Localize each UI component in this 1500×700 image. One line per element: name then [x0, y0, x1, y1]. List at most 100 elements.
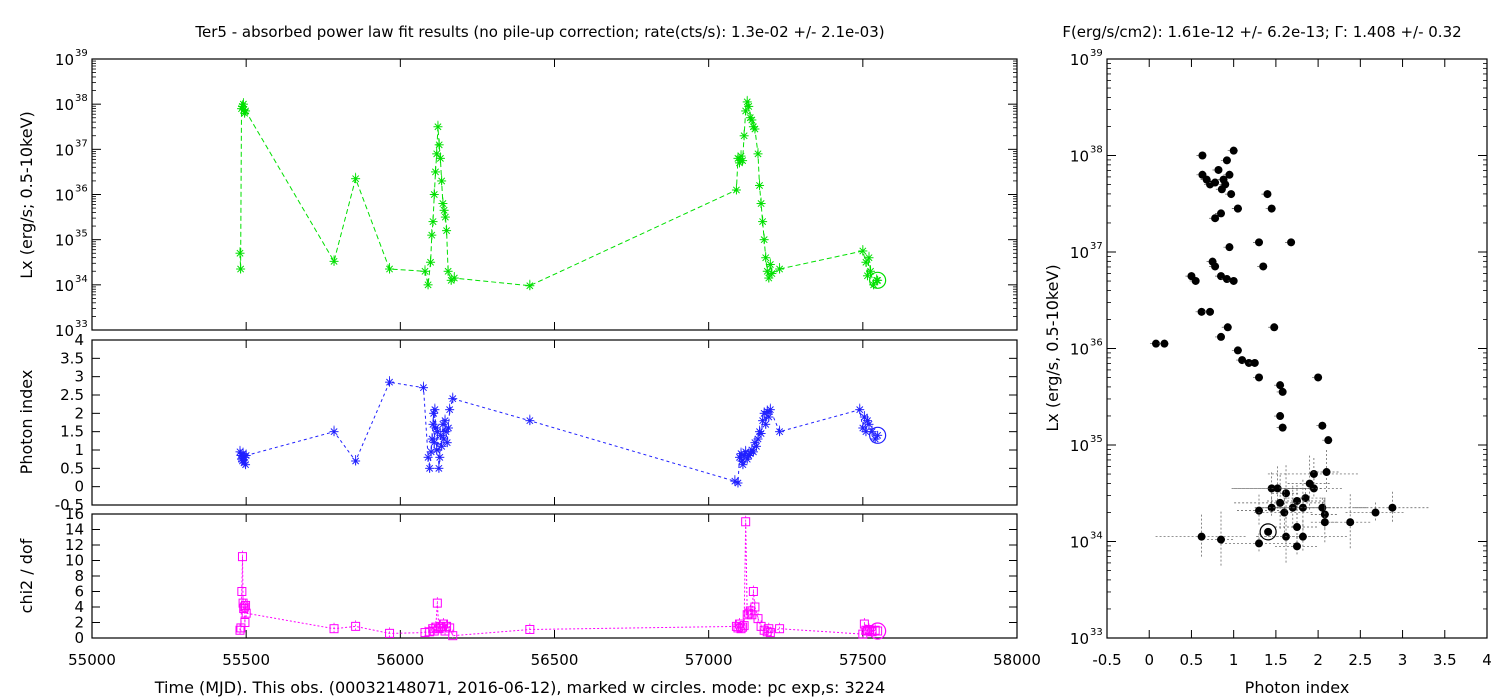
sc-ytick-label-6: 10	[1070, 51, 1089, 69]
scatter-panel-frame	[1106, 58, 1488, 639]
photon-index-ylabel: Photon index	[17, 370, 36, 475]
lx-point-29	[449, 273, 459, 283]
sc-point-40	[1255, 373, 1263, 382]
sc-point-34	[1151, 339, 1160, 348]
pi-point-0-d2	[236, 448, 244, 456]
sc-point-73	[1388, 503, 1397, 512]
sc-point-62	[1280, 508, 1289, 517]
lx-point-45	[755, 180, 765, 190]
lx-point-25	[440, 212, 450, 222]
pi-point-36-d2	[526, 417, 534, 425]
pi-point-34	[445, 405, 455, 415]
lx-point-54-d2	[776, 265, 784, 273]
lx-point-21-d2	[436, 154, 444, 162]
lx-point-10	[385, 264, 395, 274]
time-xtick-label-0: 55000	[68, 651, 116, 669]
lx-point-55	[858, 246, 868, 256]
time-xtick-label-6: 58000	[993, 651, 1041, 669]
lx-time-ylabel: Lx (erg/s; 0.5-10keV)	[17, 111, 36, 279]
lx-point-14-d2	[428, 231, 436, 239]
lx-point-13	[426, 257, 436, 267]
chi-ytick-label-1: 2	[74, 614, 84, 632]
sc-xtick-label-1: 0	[1144, 651, 1154, 669]
lx-ytick-label-3: 10	[55, 187, 74, 205]
sc-point-19	[1225, 243, 1234, 252]
sc-point-24	[1229, 276, 1238, 285]
pi-point-45-d2	[743, 455, 751, 463]
lx-point-59	[866, 266, 876, 276]
sc-point-50	[1322, 468, 1331, 477]
lx-point-23-d2	[439, 200, 447, 208]
pi-point-25	[435, 452, 445, 462]
sc-xtick-label-3: 1	[1229, 651, 1239, 669]
lx-point-41-d2	[748, 116, 756, 124]
sc-point-54	[1273, 484, 1282, 493]
lx-point-43-d2	[751, 125, 759, 133]
pi-ytick-label-4: 1.5	[60, 423, 84, 441]
sc-current-obs-circle	[1259, 523, 1277, 541]
pi-point-23-d2	[434, 428, 442, 436]
lx-point-45-d2	[756, 181, 764, 189]
chi-point-52	[864, 624, 874, 634]
lx-point-58	[864, 253, 874, 263]
lx-point-19	[433, 122, 443, 132]
lx-point-50-d2	[763, 267, 771, 275]
lx-point-44-d2	[754, 150, 762, 158]
lx-point-27-d2	[444, 267, 452, 275]
lx-point-15-d2	[429, 218, 437, 226]
pi-point-37-d2	[731, 477, 739, 485]
pi-point-29-d2	[440, 435, 448, 443]
lx-ytick-label-6: 10	[55, 51, 74, 69]
lx-ytick-label-5: 10	[55, 96, 74, 114]
lx-point-22-d2	[438, 177, 446, 185]
sc-point-18	[1267, 204, 1276, 213]
lx-point-41	[747, 115, 757, 125]
lx-point-11	[420, 266, 430, 276]
lx-point-9-d2	[352, 175, 360, 183]
pi-ytick-label-0: -0.5	[55, 496, 84, 514]
pi-point-38	[733, 478, 743, 488]
chi-ytick-label-6: 12	[65, 536, 84, 554]
sc-point-9	[1222, 156, 1231, 165]
lx-point-19-d2	[434, 123, 442, 131]
chi-current-obs-point	[873, 626, 883, 636]
sc-current-obs-point	[1264, 527, 1273, 536]
lx-point-18	[432, 149, 442, 159]
sc-point-69	[1298, 532, 1307, 541]
lx-point-34	[736, 151, 746, 161]
sc-ytick-label-2: 10	[1070, 437, 1089, 455]
pi-point-13-d2	[424, 453, 432, 461]
lx-point-8	[329, 256, 339, 266]
pi-point-32	[442, 438, 452, 448]
sc-point-48	[1324, 436, 1333, 445]
lx-point-59-d2	[867, 267, 875, 275]
scatter-xlabel: Photon index	[1245, 678, 1350, 697]
lx-current-obs-point-d2	[874, 276, 882, 284]
lx-ytick-label-1: 10	[55, 277, 74, 295]
sc-point-0	[1198, 151, 1207, 160]
sc-point-23	[1222, 275, 1231, 284]
lx-point-39	[744, 101, 754, 111]
sc-ytick-exp-0: 33	[1090, 627, 1103, 638]
chi-point-44	[762, 627, 772, 637]
sc-point-8	[1221, 180, 1230, 189]
chi-point-10	[329, 624, 339, 634]
sc-ytick-label-4: 10	[1070, 244, 1089, 262]
lx-point-21	[435, 153, 445, 163]
chi-point-18	[432, 598, 442, 608]
sc-ytick-exp-5: 38	[1090, 145, 1103, 156]
pi-current-obs-circle	[869, 426, 887, 444]
lx-point-51	[764, 273, 774, 283]
lx-point-49-d2	[762, 254, 770, 262]
sc-ytick-exp-1: 34	[1090, 531, 1103, 542]
sc-point-45	[1276, 412, 1285, 421]
lx-point-44	[753, 149, 763, 159]
pi-point-66	[862, 416, 872, 426]
photon-index-panel-frame	[91, 339, 1018, 506]
sc-point-72	[1371, 508, 1380, 517]
chi-ytick-label-7: 14	[65, 521, 84, 539]
pi-point-61	[775, 427, 785, 437]
